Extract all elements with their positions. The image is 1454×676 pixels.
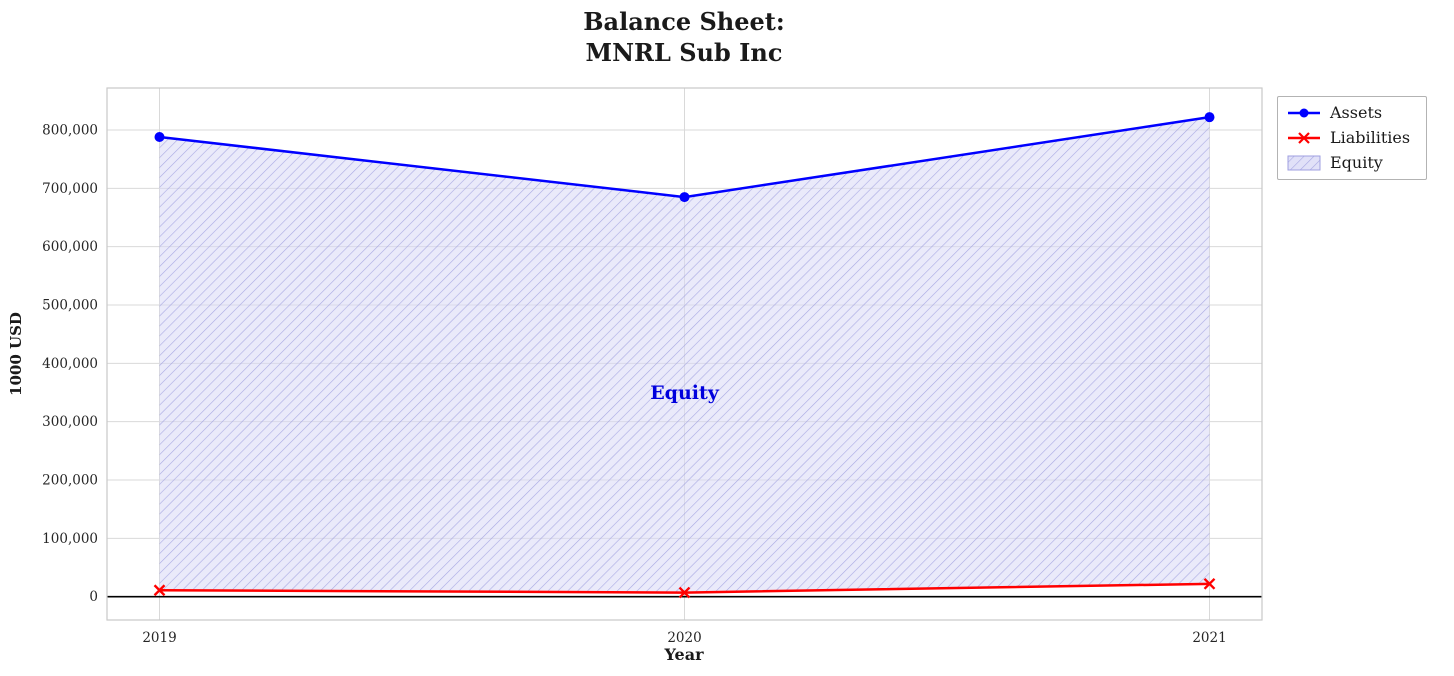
y-tick-label: 400,000 xyxy=(42,356,98,372)
y-tick-label: 500,000 xyxy=(42,298,98,314)
legend-label-assets: Assets xyxy=(1330,103,1383,122)
y-axis-label: 1000 USD xyxy=(7,312,25,396)
y-tick-label: 700,000 xyxy=(42,181,98,197)
chart-title: Balance Sheet: MNRL Sub Inc xyxy=(583,7,785,67)
x-tick-label: 2020 xyxy=(667,630,701,646)
marker-assets xyxy=(154,132,165,142)
marker-liabilities xyxy=(678,586,691,599)
x-tick-label: 2021 xyxy=(1192,630,1226,646)
marker-liabilities xyxy=(1203,577,1216,590)
marker-assets xyxy=(1204,112,1215,123)
legend: Assets Liabilities Equity xyxy=(1277,96,1427,180)
y-tick-label: 0 xyxy=(89,589,98,605)
liabilities-swatch xyxy=(1288,132,1320,144)
x-axis-label: Year xyxy=(664,645,704,664)
y-tick-label: 600,000 xyxy=(42,239,98,255)
legend-label-liabilities: Liabilities xyxy=(1330,128,1411,147)
marker-assets xyxy=(679,192,690,203)
y-tick-label: 300,000 xyxy=(42,414,98,430)
assets-swatch xyxy=(1288,108,1320,118)
y-tick-label: 100,000 xyxy=(42,531,98,547)
marker-liabilities xyxy=(153,584,166,597)
legend-item-assets: Assets xyxy=(1286,104,1416,122)
plot-border xyxy=(106,87,1263,621)
legend-item-equity: Equity xyxy=(1286,154,1416,172)
legend-label-equity: Equity xyxy=(1330,153,1383,172)
y-tick-label: 800,000 xyxy=(42,123,98,139)
y-tick-label: 200,000 xyxy=(42,473,98,489)
equity-fill-area xyxy=(159,117,1210,593)
legend-item-liabilities: Liabilities xyxy=(1286,129,1416,147)
equity-swatch xyxy=(1287,155,1321,171)
equity-annotation: Equity xyxy=(650,381,719,404)
x-tick-label: 2019 xyxy=(142,630,176,646)
